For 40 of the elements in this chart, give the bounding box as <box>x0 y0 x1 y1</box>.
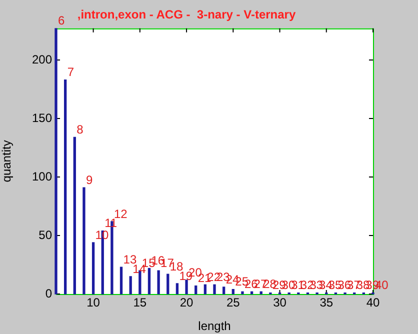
bar <box>120 266 123 294</box>
annotation: 6 <box>58 14 65 28</box>
bar <box>260 291 262 294</box>
y-tick-label: 50 <box>38 228 52 242</box>
y-axis-title: quantity <box>0 140 14 182</box>
bar <box>73 136 76 294</box>
x-tick-label: 10 <box>86 296 100 310</box>
x-axis-title: length <box>198 319 231 334</box>
y-tick-label: 150 <box>32 110 52 125</box>
annotation: 12 <box>114 206 128 221</box>
bar <box>250 291 254 294</box>
bar <box>157 270 160 294</box>
y-tick-label: 200 <box>32 52 52 66</box>
bar <box>64 80 67 294</box>
bar <box>232 288 234 294</box>
bar <box>148 268 151 294</box>
bar <box>204 284 207 294</box>
bar <box>185 280 188 294</box>
x-tick-label: 20 <box>180 296 194 310</box>
bar <box>241 291 244 294</box>
bar <box>166 274 170 294</box>
annotation: 7 <box>67 65 74 80</box>
bar <box>222 286 226 294</box>
x-tick-label: 30 <box>273 296 287 310</box>
x-tick-label: 40 <box>366 296 380 310</box>
bar <box>82 187 86 294</box>
x-tick-label: 15 <box>133 296 147 310</box>
bar <box>54 28 58 294</box>
bar <box>176 283 179 294</box>
bar <box>92 242 95 294</box>
x-tick-label: 35 <box>320 296 334 310</box>
y-tick-label: 100 <box>32 169 52 184</box>
annotation: 8 <box>76 122 84 137</box>
bar <box>129 276 132 294</box>
bar <box>194 285 198 294</box>
chart-title: ,intron,exon - ACG - 3-nary - V-ternary <box>77 8 296 22</box>
y-tick-label: 0 <box>45 286 52 300</box>
x-tick-label: 25 <box>226 296 240 310</box>
bar <box>213 284 216 294</box>
annotation: 9 <box>86 172 93 187</box>
